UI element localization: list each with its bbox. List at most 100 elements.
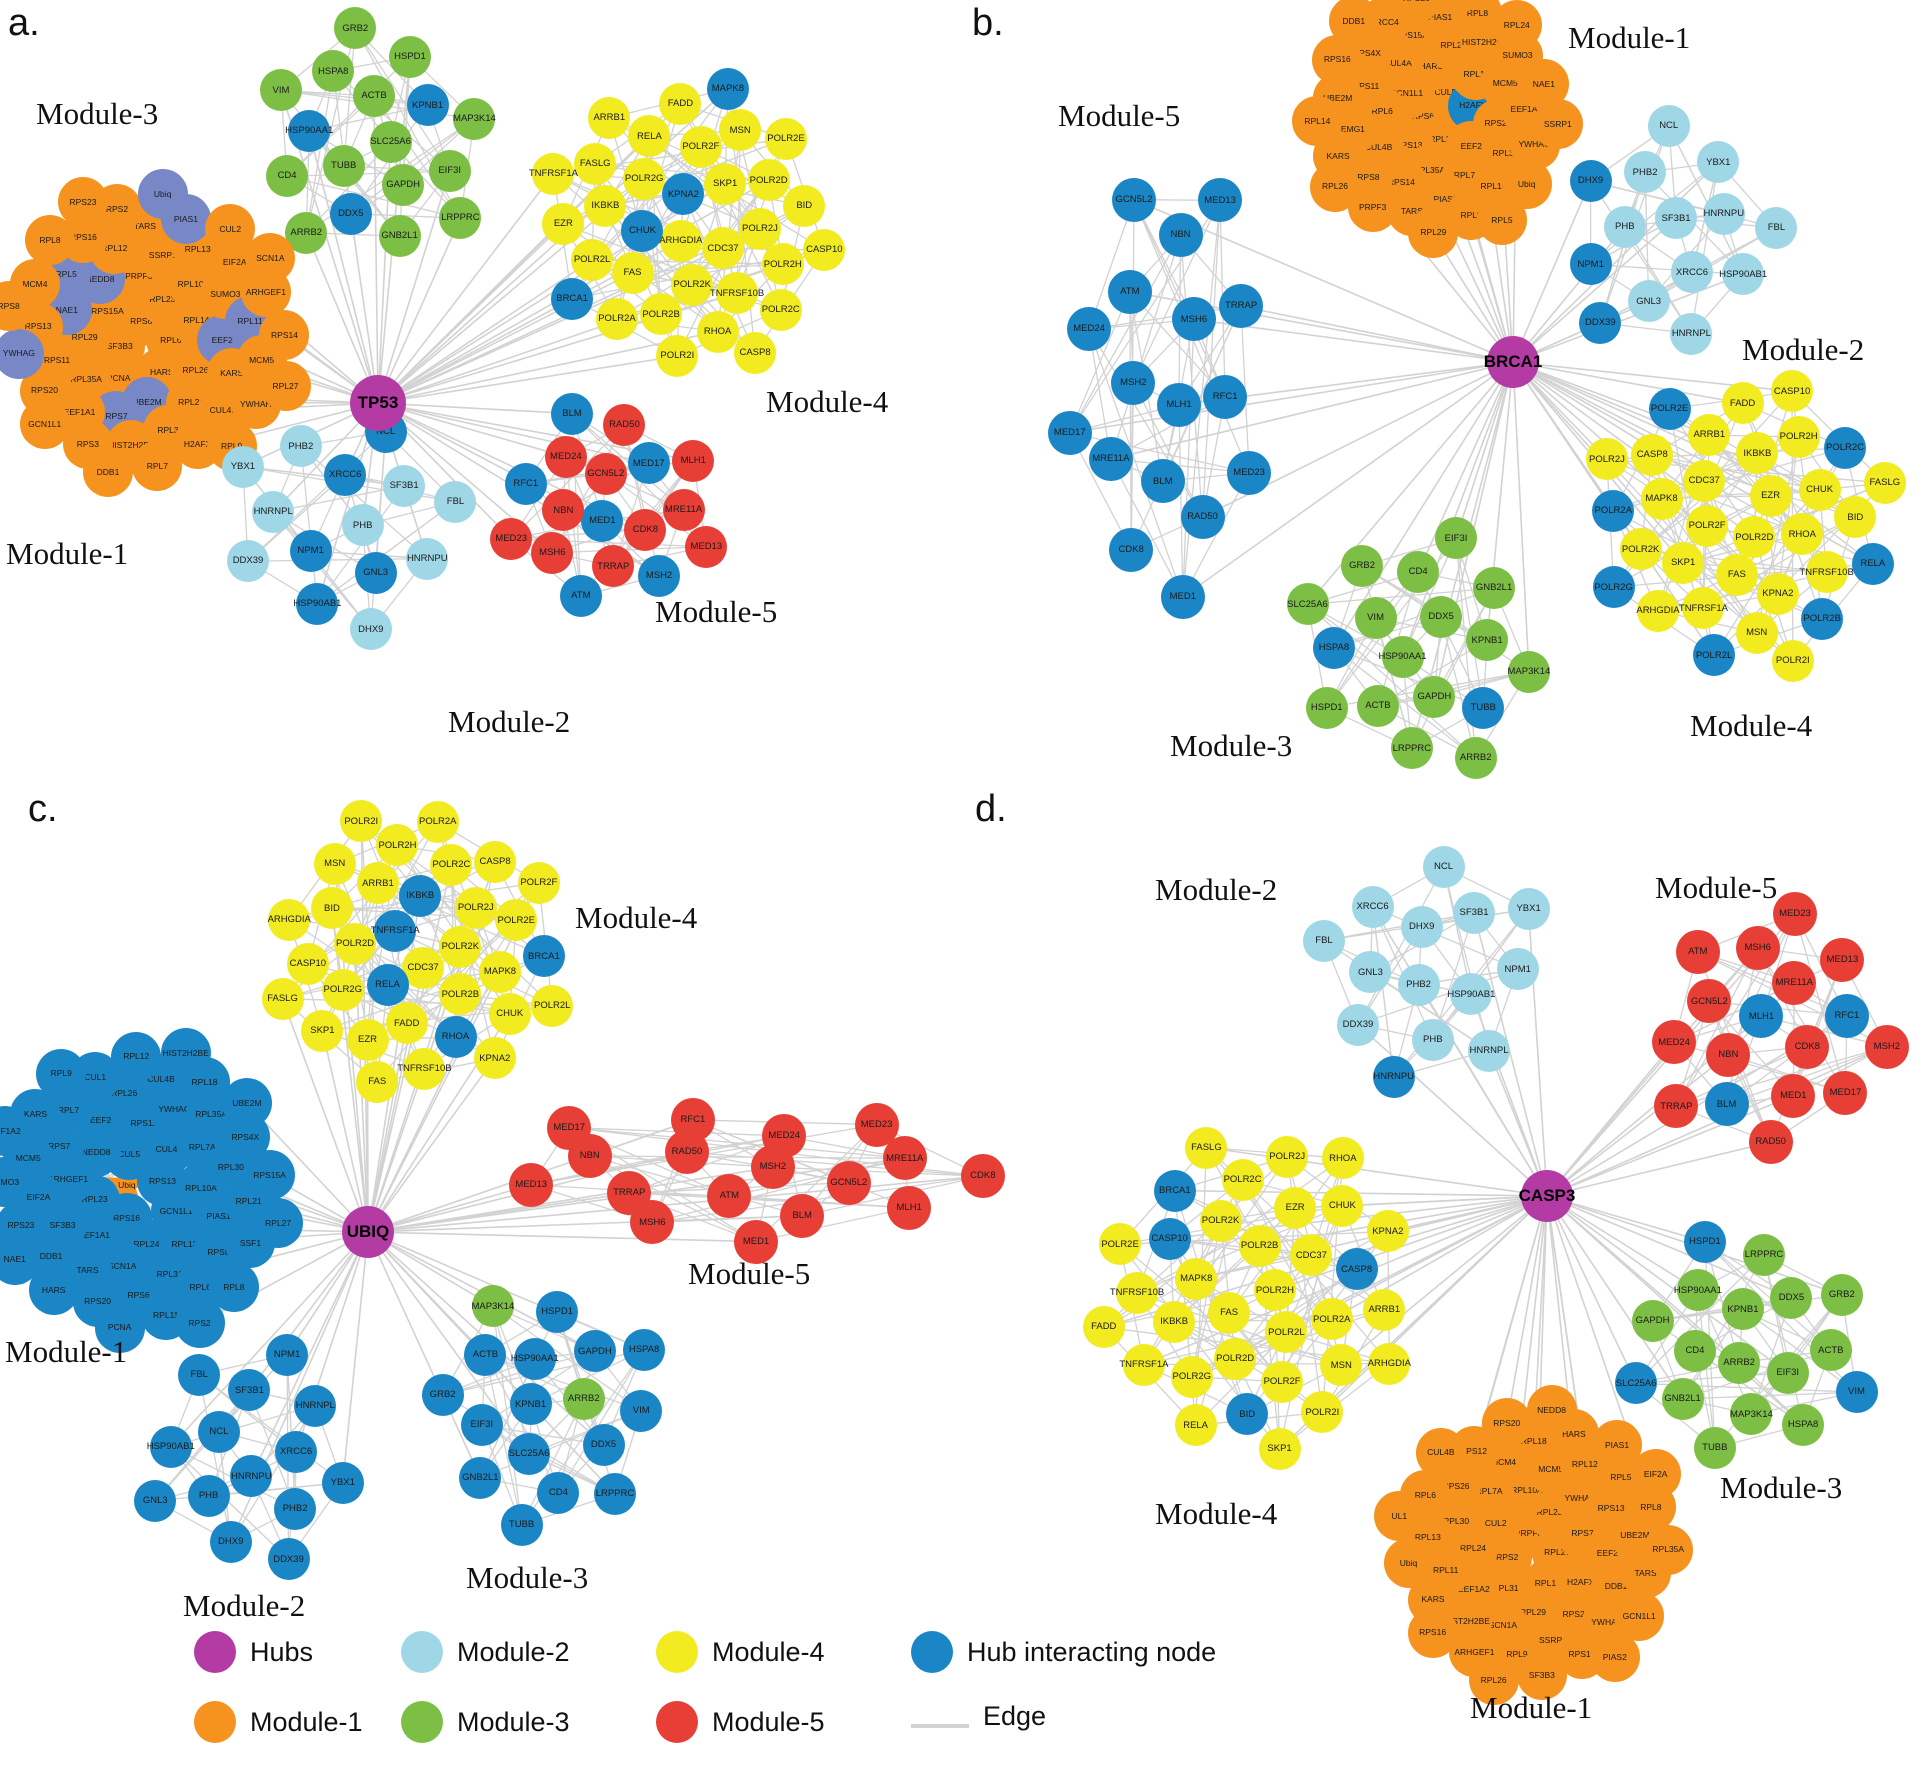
network-node[interactable]: MLH1	[672, 439, 715, 482]
network-node[interactable]: POLR2L	[571, 238, 614, 281]
network-node[interactable]: VIM	[259, 69, 302, 112]
network-node[interactable]: MED24	[762, 1114, 807, 1158]
network-node[interactable]: POLR2B	[640, 293, 683, 336]
network-node[interactable]: DDX5	[1770, 1276, 1813, 1319]
network-node[interactable]: YBX1	[321, 1461, 364, 1504]
network-node[interactable]: RPL8	[24, 215, 75, 265]
network-node[interactable]: TNFRSF1A	[1119, 1343, 1168, 1386]
network-node[interactable]: XRCC6	[1351, 885, 1394, 928]
network-node[interactable]: MED1	[581, 499, 624, 542]
network-node[interactable]: POLR2I	[656, 335, 699, 378]
network-node[interactable]: HSP90AB1	[147, 1425, 195, 1468]
network-node[interactable]: PHB	[341, 504, 384, 547]
network-node[interactable]: POLR2D	[334, 923, 377, 966]
network-node[interactable]: ARHGDIA	[1636, 589, 1680, 632]
network-node[interactable]: MED1	[1160, 575, 1205, 620]
network-node[interactable]: CASP10	[803, 228, 846, 271]
network-node[interactable]: SKP1	[301, 1009, 344, 1052]
network-node[interactable]: DHX9	[1569, 160, 1612, 203]
network-node[interactable]: BID	[1834, 496, 1877, 539]
network-node[interactable]: POLR2I	[1301, 1391, 1344, 1434]
network-node[interactable]: HSP90AB1	[1447, 973, 1495, 1016]
network-node[interactable]: NPM1	[1569, 243, 1612, 286]
network-node[interactable]: GNL3	[1627, 280, 1670, 323]
network-node[interactable]: MED1	[1771, 1073, 1816, 1118]
network-node[interactable]: POLR2F	[679, 125, 722, 168]
network-node[interactable]: POLR2C	[430, 844, 473, 887]
network-node[interactable]: ARHGDIA	[659, 219, 703, 262]
network-node[interactable]: HSPA8	[1782, 1403, 1825, 1446]
network-node[interactable]: MAP3K14	[453, 98, 496, 141]
network-node[interactable]: FASLG	[574, 142, 617, 185]
network-node[interactable]: UBE2M	[221, 1078, 272, 1129]
network-node[interactable]: RPL5	[1476, 195, 1527, 246]
network-node[interactable]: MSH6	[1171, 297, 1216, 342]
hub-node[interactable]: UBIQ	[342, 1206, 394, 1258]
network-node[interactable]: EIF3I	[1435, 517, 1478, 560]
network-node[interactable]: BID	[1226, 1393, 1269, 1436]
network-node[interactable]: RELA	[628, 115, 671, 158]
network-node[interactable]: GRB2	[1341, 545, 1384, 588]
network-node[interactable]: EIF3I	[460, 1404, 503, 1447]
network-node[interactable]: NBN	[1706, 1032, 1751, 1077]
network-node[interactable]: POLR2A	[416, 801, 459, 843]
network-node[interactable]: MED13	[1198, 178, 1243, 223]
network-node[interactable]: HNRNPL	[1670, 312, 1713, 355]
network-node[interactable]: CASP8	[474, 840, 517, 883]
network-node[interactable]: POLR2G	[623, 157, 666, 200]
network-node[interactable]: MSH2	[1864, 1024, 1909, 1069]
network-node[interactable]: NEDD8	[1526, 1384, 1577, 1435]
network-node[interactable]: RAD50	[603, 404, 646, 447]
network-node[interactable]: HSP90AB1	[1719, 253, 1767, 296]
network-node[interactable]: CDK8	[960, 1154, 1005, 1199]
network-node[interactable]: MED23	[1227, 450, 1272, 495]
network-node[interactable]: NCL	[1647, 105, 1690, 148]
network-node[interactable]: HSP90AA1	[1674, 1269, 1722, 1312]
network-node[interactable]: EZR	[1749, 474, 1792, 517]
network-node[interactable]: TNFRSF10B	[1799, 551, 1854, 594]
network-node[interactable]: HNRNPU	[1372, 1056, 1415, 1099]
network-node[interactable]: DDX39	[267, 1538, 310, 1581]
network-node[interactable]: POLR2B	[1801, 597, 1844, 640]
network-node[interactable]: HSPA8	[1312, 626, 1355, 669]
network-node[interactable]: HSP90AB1	[293, 582, 341, 625]
network-node[interactable]: RELA	[1851, 542, 1894, 585]
network-node[interactable]: ARHGDIA	[268, 898, 311, 941]
network-node[interactable]: SKP1	[704, 162, 747, 205]
network-node[interactable]: POLR2A	[1310, 1298, 1353, 1341]
network-node[interactable]: PHB2	[274, 1487, 317, 1530]
network-node[interactable]: MAP3K14	[1730, 1393, 1773, 1436]
network-node[interactable]: BLM	[780, 1193, 825, 1238]
network-node[interactable]: VIM	[1354, 597, 1397, 640]
network-node[interactable]: DDX5	[582, 1423, 625, 1466]
network-node[interactable]: MED13	[509, 1162, 554, 1207]
network-node[interactable]: BID	[310, 887, 353, 930]
network-node[interactable]: POLR2F	[517, 861, 560, 904]
network-node[interactable]: BRCA1	[1153, 1169, 1196, 1212]
network-node[interactable]: POLR2G	[1592, 566, 1635, 609]
network-node[interactable]: NCL	[197, 1410, 240, 1453]
network-node[interactable]: ACTB	[1809, 1329, 1852, 1372]
network-node[interactable]: RPS23	[57, 177, 108, 228]
network-node[interactable]: POLR2A	[1592, 490, 1635, 533]
network-node[interactable]: SKP1	[1662, 542, 1705, 585]
network-node[interactable]: FAS	[611, 251, 654, 294]
network-node[interactable]: LRPPRC	[593, 1472, 636, 1515]
network-node[interactable]: POLR2L	[531, 984, 574, 1027]
network-node[interactable]: FASLG	[261, 977, 304, 1020]
network-node[interactable]: TRRAP	[1654, 1084, 1699, 1129]
network-node[interactable]: FAS	[1715, 554, 1758, 597]
network-node[interactable]: PIAS2	[1589, 1631, 1640, 1682]
network-node[interactable]: ATM	[1675, 929, 1720, 974]
network-node[interactable]: POLR2H	[761, 243, 804, 286]
network-node[interactable]: CDK8	[1109, 527, 1154, 572]
network-node[interactable]: YBX1	[1697, 141, 1740, 184]
network-node[interactable]: RPS20	[1481, 1398, 1532, 1449]
network-node[interactable]: FADD	[385, 1002, 428, 1045]
network-node[interactable]: MED23	[1772, 892, 1817, 937]
network-node[interactable]: Ubiq	[1383, 1537, 1434, 1588]
network-node[interactable]: BLM	[1140, 459, 1185, 504]
network-node[interactable]: MED23	[854, 1102, 899, 1147]
hub-node[interactable]: BRCA1	[1484, 336, 1542, 388]
network-node[interactable]: CDK8	[1785, 1024, 1830, 1069]
